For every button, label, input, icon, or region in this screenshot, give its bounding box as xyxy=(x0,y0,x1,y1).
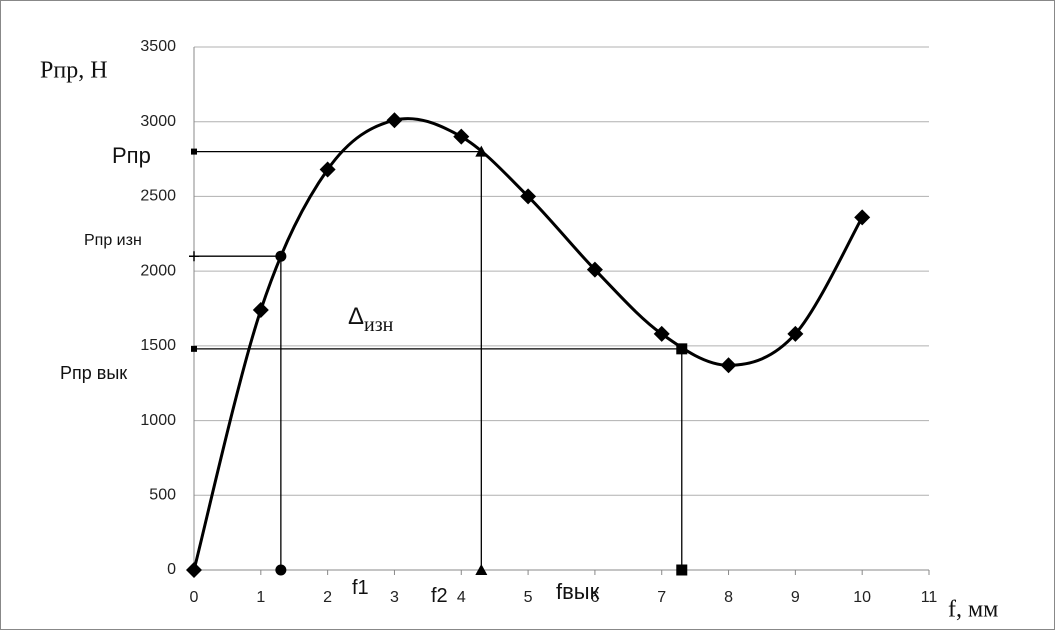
x-tick-label: 6 xyxy=(590,589,599,606)
annotation-text: f1 xyxy=(352,577,369,599)
y-tick-label: 1500 xyxy=(140,337,176,354)
axis-end-marker xyxy=(189,251,199,262)
x-tick-label: 7 xyxy=(657,589,666,606)
y-tick-label: 0 xyxy=(167,561,176,578)
y-tick-label: 1000 xyxy=(140,412,176,429)
x-tick-label: 1 xyxy=(256,589,265,606)
diamond-marker xyxy=(252,301,269,318)
annotation: fвык xyxy=(556,579,600,604)
guide-label: Рпр изн xyxy=(84,232,142,249)
diamond-marker xyxy=(586,261,603,278)
axis-end-marker xyxy=(191,345,197,352)
y-tick-label: 3000 xyxy=(140,113,176,130)
x-tick-label: 10 xyxy=(853,589,871,606)
annotation: f1 xyxy=(352,577,369,599)
x-axis-title: f, мм xyxy=(948,597,998,623)
annotation-text: fвык xyxy=(556,579,600,604)
triangle-marker xyxy=(475,564,488,575)
annotation-text: f2 xyxy=(431,585,448,607)
axis-end-marker xyxy=(191,148,197,155)
x-tick-label: 9 xyxy=(791,589,800,606)
diamond-marker xyxy=(319,161,336,178)
y-tick-label: 2000 xyxy=(140,262,176,279)
x-tick-label: 3 xyxy=(390,589,399,606)
y-tick-label: 3500 xyxy=(140,38,176,55)
x-tick-label: 2 xyxy=(323,589,332,606)
diamond-marker xyxy=(720,357,737,374)
diamond-marker xyxy=(453,128,470,145)
annotation: Δизн xyxy=(348,303,394,335)
diamond-marker xyxy=(520,188,537,205)
x-tick-label: 4 xyxy=(457,589,466,606)
x-tick-label: 0 xyxy=(190,589,199,606)
guide-label: Рпр xyxy=(112,143,151,168)
diamond-marker xyxy=(653,325,670,342)
annotation-subscript: изн xyxy=(364,314,394,336)
x-tick-label: 8 xyxy=(724,589,733,606)
diamond-marker xyxy=(787,325,804,342)
series-line xyxy=(192,117,864,571)
annotation: f2 xyxy=(431,585,448,607)
square-marker xyxy=(676,564,688,576)
annotation-text: Δ xyxy=(348,303,364,330)
x-tick-label: 5 xyxy=(524,589,533,606)
diamond-marker xyxy=(186,562,202,578)
y-tick-label: 500 xyxy=(149,487,176,504)
diamond-marker xyxy=(386,112,403,129)
diamond-marker xyxy=(854,209,871,226)
x-tick-label: 11 xyxy=(921,589,938,606)
circle-marker xyxy=(275,564,287,576)
guide-label: Рпр вык xyxy=(60,363,127,383)
y-tick-label: 2500 xyxy=(140,188,176,205)
y-axis-title: Рпр, Н xyxy=(40,58,108,84)
